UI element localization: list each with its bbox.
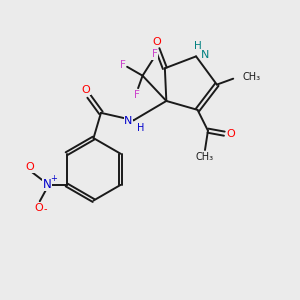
Text: N: N: [43, 178, 52, 191]
Text: H: H: [194, 41, 201, 51]
Text: N: N: [201, 50, 209, 60]
Text: CH₃: CH₃: [242, 72, 260, 82]
Text: O: O: [34, 203, 43, 213]
Text: O: O: [82, 85, 91, 95]
Text: O: O: [26, 162, 34, 172]
Text: F: F: [134, 90, 140, 100]
Text: CH₃: CH₃: [196, 152, 214, 161]
Text: -: -: [44, 205, 47, 214]
Text: N: N: [124, 116, 133, 126]
Text: +: +: [51, 175, 58, 184]
Text: H: H: [136, 123, 144, 133]
Text: F: F: [152, 49, 158, 59]
Text: O: O: [152, 37, 161, 46]
Text: F: F: [120, 60, 126, 70]
Text: O: O: [226, 129, 235, 139]
